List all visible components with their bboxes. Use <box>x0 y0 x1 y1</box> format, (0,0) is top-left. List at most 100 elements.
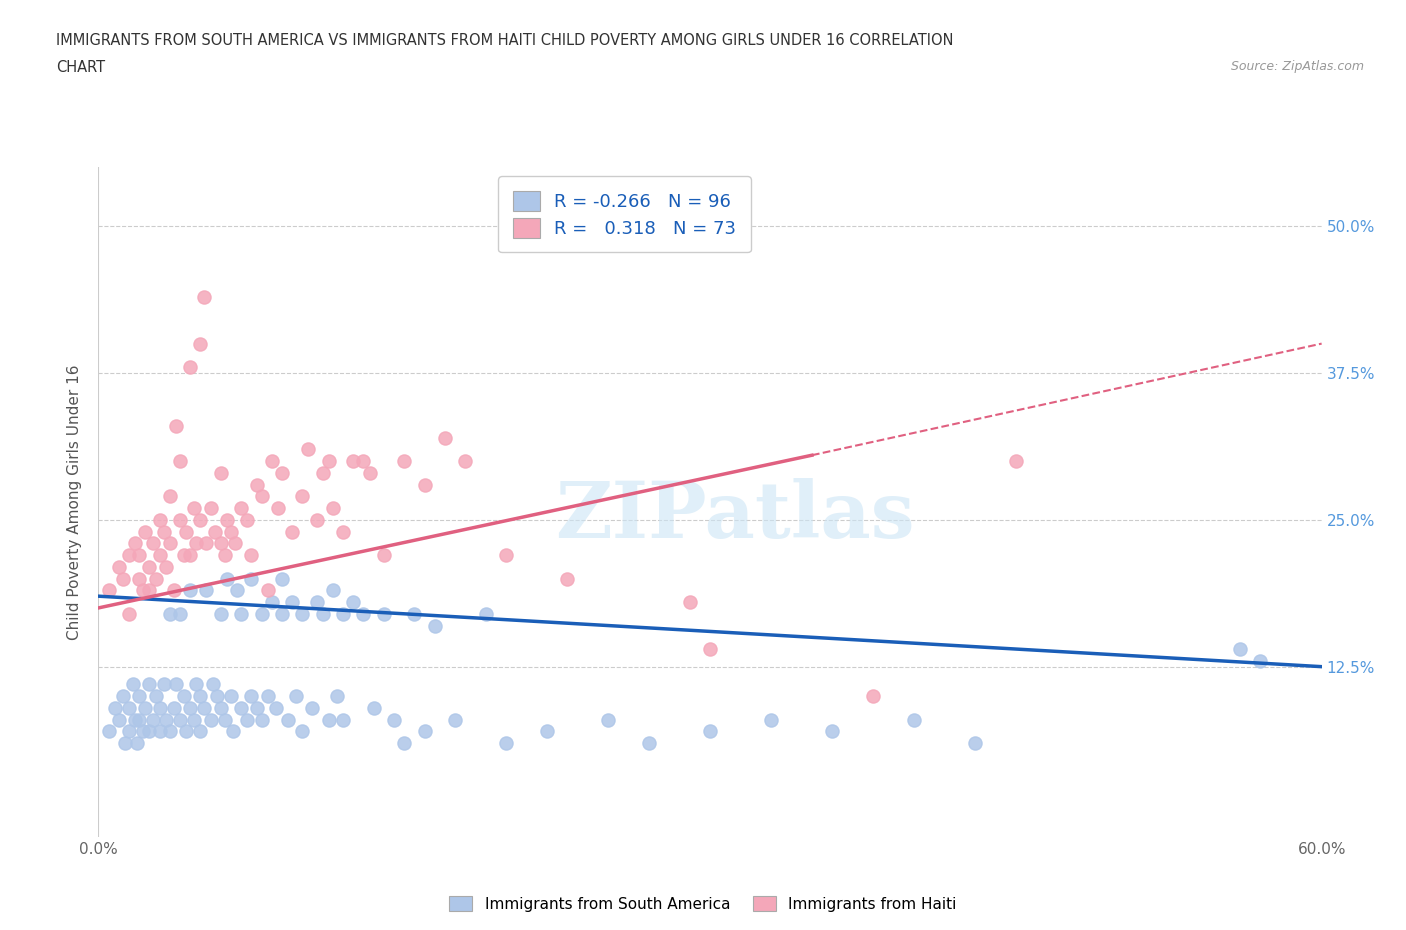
Point <box>495 548 517 563</box>
Point <box>183 712 205 727</box>
Point <box>318 712 340 727</box>
Point <box>679 594 702 609</box>
Point <box>1229 642 1251 657</box>
Point <box>174 724 197 738</box>
Point <box>495 736 517 751</box>
Point <box>322 583 344 598</box>
Point <box>145 571 167 586</box>
Point <box>155 712 177 727</box>
Point <box>186 677 208 692</box>
Point <box>342 594 364 609</box>
Point <box>821 724 844 738</box>
Point <box>305 512 328 527</box>
Point <box>270 465 294 480</box>
Point <box>138 559 160 574</box>
Point <box>965 736 987 751</box>
Point <box>186 536 208 551</box>
Point <box>236 512 259 527</box>
Point <box>124 536 146 551</box>
Y-axis label: Child Poverty Among Girls Under 16: Child Poverty Among Girls Under 16 <box>67 365 83 640</box>
Point <box>332 606 354 621</box>
Point <box>159 489 181 504</box>
Point <box>195 583 218 598</box>
Point <box>163 700 186 715</box>
Point <box>231 700 253 715</box>
Point <box>174 525 197 539</box>
Point <box>373 548 395 563</box>
Point <box>179 583 201 598</box>
Point <box>312 606 335 621</box>
Point <box>413 724 436 738</box>
Point <box>250 606 273 621</box>
Point <box>128 712 150 727</box>
Point <box>392 736 416 751</box>
Point <box>209 465 232 480</box>
Point <box>291 489 314 504</box>
Point <box>205 688 228 703</box>
Point <box>108 712 131 727</box>
Legend: Immigrants from South America, Immigrants from Haiti: Immigrants from South America, Immigrant… <box>443 889 963 918</box>
Point <box>127 736 149 751</box>
Text: CHART: CHART <box>56 60 105 75</box>
Point <box>209 700 232 715</box>
Point <box>342 454 364 469</box>
Point <box>291 606 314 621</box>
Point <box>246 477 269 492</box>
Point <box>132 583 155 598</box>
Point <box>267 500 290 515</box>
Point <box>118 606 141 621</box>
Point <box>195 536 218 551</box>
Point <box>281 525 304 539</box>
Point <box>145 688 167 703</box>
Point <box>423 618 446 633</box>
Point <box>142 536 165 551</box>
Point <box>363 700 385 715</box>
Point <box>219 688 242 703</box>
Point <box>163 583 186 598</box>
Point <box>209 606 232 621</box>
Point <box>165 677 187 692</box>
Point <box>128 688 150 703</box>
Point <box>434 431 457 445</box>
Point <box>188 336 212 351</box>
Point <box>188 512 212 527</box>
Point <box>128 571 150 586</box>
Point <box>332 525 354 539</box>
Point <box>761 712 783 727</box>
Point <box>322 500 344 515</box>
Point <box>862 688 884 703</box>
Point <box>142 712 165 727</box>
Point <box>359 465 381 480</box>
Point <box>270 606 294 621</box>
Point <box>179 548 201 563</box>
Point <box>173 688 195 703</box>
Point <box>250 489 273 504</box>
Point <box>382 712 405 727</box>
Point <box>291 724 314 738</box>
Point <box>188 688 212 703</box>
Point <box>114 736 136 751</box>
Point <box>598 712 620 727</box>
Text: Source: ZipAtlas.com: Source: ZipAtlas.com <box>1230 60 1364 73</box>
Point <box>149 724 172 738</box>
Point <box>444 712 467 727</box>
Point <box>132 724 155 738</box>
Point <box>97 724 120 738</box>
Point <box>188 724 212 738</box>
Point <box>138 677 160 692</box>
Point <box>149 700 172 715</box>
Point <box>285 688 308 703</box>
Point <box>236 712 259 727</box>
Point <box>326 688 349 703</box>
Point <box>352 454 374 469</box>
Point <box>193 289 215 304</box>
Point <box>474 606 498 621</box>
Point <box>318 454 340 469</box>
Point <box>231 500 253 515</box>
Point <box>404 606 426 621</box>
Point <box>413 477 436 492</box>
Point <box>179 700 201 715</box>
Point <box>219 525 242 539</box>
Point <box>152 677 174 692</box>
Point <box>149 548 172 563</box>
